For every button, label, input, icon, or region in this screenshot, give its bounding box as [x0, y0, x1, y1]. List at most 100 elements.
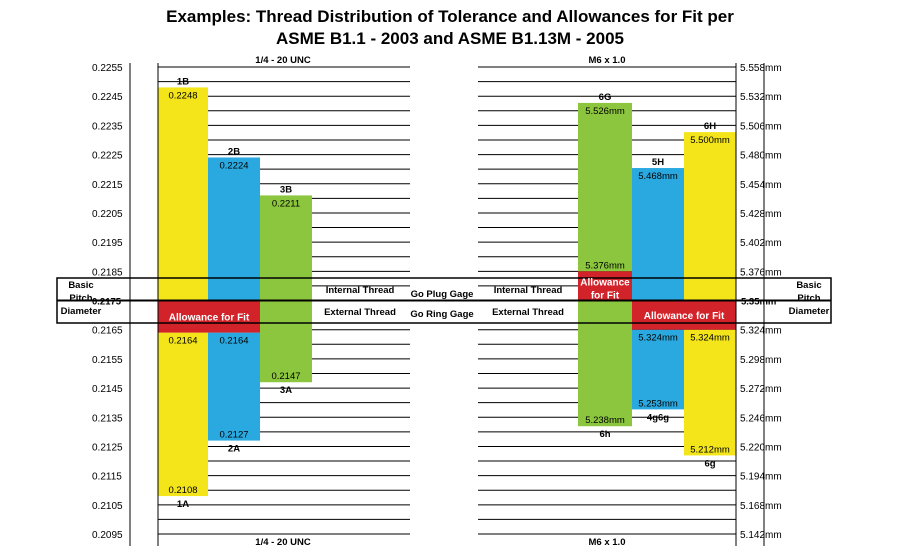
right-external-bar-6h [578, 300, 632, 427]
y-tick-label-left: 0.2095 [92, 530, 123, 541]
title-line-1: Examples: Thread Distribution of Toleran… [166, 7, 734, 26]
right-internal-bar-6h [684, 132, 736, 301]
left-internal-bar-2b [208, 157, 260, 301]
internal-thread-label-left: Internal Thread [326, 285, 395, 296]
bar-name-3a: 3A [280, 385, 292, 396]
basic-pitch-diameter-right: Pitch [797, 293, 820, 304]
external-thread-label-right: External Thread [492, 307, 564, 318]
y-tick-label-left: 0.2105 [92, 501, 123, 512]
y-tick-label-left: 0.2185 [92, 267, 123, 278]
y-tick-label-left: 0.2145 [92, 384, 123, 395]
y-tick-label-right: 5.35mm [741, 297, 776, 308]
go-ring-gage-label: Go Ring Gage [410, 309, 473, 320]
y-tick-label-right: 5.506mm [740, 121, 782, 132]
bar-value-label: 5.526mm [585, 106, 625, 117]
allowance-label: Allowance for Fit [169, 313, 250, 324]
y-tick-label-left: 0.2215 [92, 180, 123, 191]
y-tick-label-right: 5.168mm [740, 501, 782, 512]
bar-name-2b: 2B [228, 146, 240, 157]
y-tick-label-right: 5.194mm [740, 472, 782, 483]
right-allowance-bar [578, 271, 632, 301]
y-tick-label-left: 0.2135 [92, 413, 123, 424]
basic-pitch-diameter-right: Basic [796, 280, 821, 291]
bar-name-1a: 1A [177, 499, 189, 510]
y-tick-label-right: 5.298mm [740, 355, 782, 366]
y-tick-label-left: 0.2155 [92, 355, 123, 366]
chart-title: Examples: Thread Distribution of Toleran… [0, 6, 900, 50]
y-tick-label-left: 0.2195 [92, 238, 123, 249]
allowance-label: Allowance [580, 277, 630, 288]
y-tick-label-right: 5.220mm [740, 442, 782, 453]
y-tick-label-right: 5.272mm [740, 384, 782, 395]
left-external-bar-2a [208, 332, 260, 441]
bar-value-label: 5.238mm [585, 415, 625, 426]
left-allowance-bar [158, 300, 260, 333]
bar-value-label: 5.468mm [638, 171, 678, 182]
bar-value-label: 0.2164 [168, 336, 197, 347]
bar-value-label: 0.2211 [272, 198, 300, 209]
right-header-bottom: M6 x 1.0 [589, 537, 626, 548]
bar-value-label: 0.2224 [219, 160, 248, 171]
bar-name-6h: 6H [704, 121, 716, 132]
bar-value-label: 5.376mm [585, 260, 625, 271]
y-tick-label-right: 5.558mm [740, 63, 782, 74]
bar-name-1b: 1B [177, 76, 189, 87]
y-tick-label-right: 5.428mm [740, 209, 782, 220]
left-header-bottom: 1/4 - 20 UNC [255, 537, 311, 548]
left-internal-bar-3b [260, 195, 312, 301]
bar-name-6g: 6g [704, 458, 715, 469]
bar-name-4g6g: 4g6g [647, 412, 669, 423]
external-thread-label-left: External Thread [324, 307, 396, 318]
frame [56, 63, 832, 546]
go-plug-gage-label: Go Plug Gage [411, 289, 474, 300]
y-tick-label-left: 0.2225 [92, 151, 123, 162]
left-external-bar-1a [158, 332, 208, 497]
allowance-label: Allowance for Fit [644, 311, 725, 322]
right-header-top: M6 x 1.0 [589, 55, 626, 66]
bar-name-6g: 6G [599, 92, 612, 103]
bar-value-label: 5.253mm [638, 398, 678, 409]
left-header-top: 1/4 - 20 UNC [255, 55, 311, 66]
bar-name-2a: 2A [228, 444, 240, 455]
right-external-bar-6g [684, 329, 736, 456]
allowance-label: for Fit [591, 290, 620, 301]
y-tick-label-right: 5.454mm [740, 180, 782, 191]
y-tick-label-left: 0.2205 [92, 209, 123, 220]
right-internal-bar-6g [578, 102, 632, 272]
bar-value-label: 0.2164 [219, 336, 248, 347]
internal-thread-label-right: Internal Thread [494, 285, 563, 296]
y-tick-label-right: 5.532mm [740, 92, 782, 103]
y-tick-label-right: 5.376mm [740, 267, 782, 278]
y-tick-label-right: 5.142mm [740, 530, 782, 541]
left-external-bar-3a [260, 300, 312, 383]
bar-value-label: 0.2127 [219, 430, 248, 441]
bar-value-label: 5.212mm [690, 444, 730, 455]
y-tick-label-left: 0.2245 [92, 92, 123, 103]
right-internal-bar-5h [632, 168, 684, 301]
y-tick-label-left: 0.2235 [92, 121, 123, 132]
basic-pitch-diameter-right: Diameter [789, 306, 830, 317]
y-tick-label-left: 0.2115 [92, 472, 122, 483]
y-tick-label-left: 0.2255 [92, 63, 123, 74]
bars [158, 87, 736, 497]
title-line-2: ASME B1.1 - 2003 and ASME B1.13M - 2005 [275, 29, 624, 48]
y-tick-label-right: 5.480mm [740, 151, 782, 162]
y-tick-label-left: 0.2125 [92, 442, 123, 453]
left-internal-bar-1b [158, 87, 208, 301]
bar-name-3b: 3B [280, 184, 292, 195]
y-tick-label-right: 5.402mm [740, 238, 782, 249]
bar-name-5h: 5H [652, 157, 664, 168]
labels: 1B 0.2248 2B 0.2224 3B 0.2211 0.2164 0.2108 1A 0.… [61, 55, 830, 548]
bar-value-label: 0.2108 [168, 485, 197, 496]
basic-pitch-diameter-left: Basic [68, 280, 93, 291]
bar-value-label: 0.2147 [271, 371, 300, 382]
y-tick-label-right: 5.324mm [740, 326, 782, 337]
bar-name-6h: 6h [599, 429, 610, 440]
bar-value-label: 5.324mm [638, 333, 678, 344]
y-tick-label-left: 0.2175 [92, 297, 122, 308]
bar-value-label: 5.500mm [690, 135, 730, 146]
right-external-bar-4g6g [632, 329, 684, 410]
y-tick-label-right: 5.246mm [740, 413, 782, 424]
bar-value-label: 0.2248 [168, 90, 197, 101]
